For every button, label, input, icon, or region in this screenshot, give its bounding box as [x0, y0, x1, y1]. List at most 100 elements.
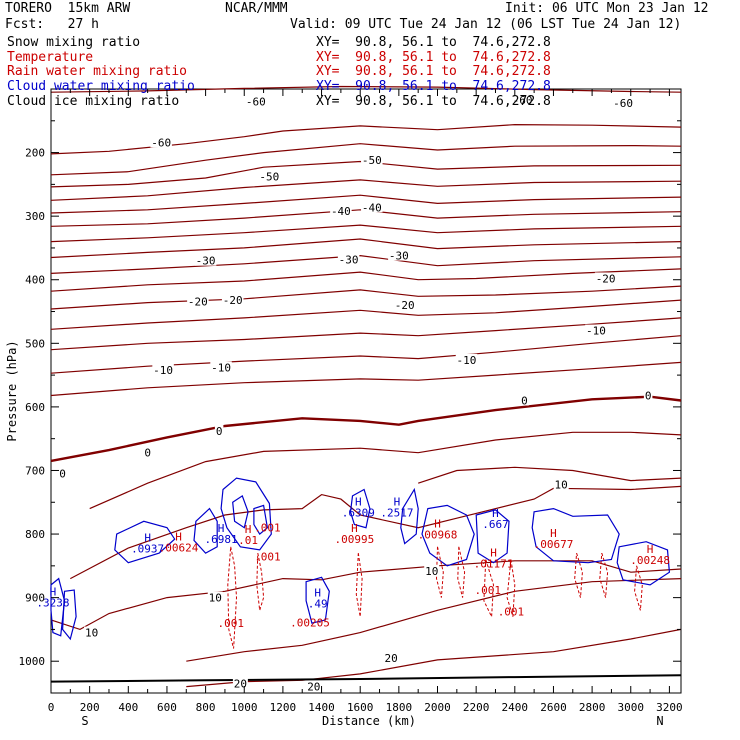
temperature-contour-15: [50, 361, 682, 397]
rain-max-value-4: .01171: [474, 557, 514, 570]
rain-contour-7: [574, 552, 583, 598]
right-end-label: N: [656, 714, 663, 728]
cloud-water-contour-9: [531, 507, 620, 564]
temperature-label-14: -20: [395, 299, 415, 312]
rain-label-3: .001: [474, 584, 501, 597]
rain-contour-4: [457, 546, 466, 598]
y-tick-label-5: 700: [25, 464, 45, 477]
temperature-label-bg-29: [232, 677, 248, 689]
rain-max-value-6: .00248: [630, 554, 670, 567]
x-tick-label-1: 200: [80, 701, 100, 714]
cloud-water-contour-8: [475, 509, 510, 564]
temperature-label-6: -40: [331, 205, 351, 218]
temperature-label-bg-5: [361, 154, 383, 166]
temperature-label-bg-7: [361, 201, 383, 213]
temperature-label-22: 0: [144, 447, 151, 460]
temperature-label-30: 20: [307, 681, 320, 694]
temperature-label-16: -10: [457, 354, 477, 367]
temperature-label-bg-25: [424, 564, 440, 576]
temperature-label-bg-18: [210, 361, 232, 373]
rain-contour-8: [599, 552, 609, 598]
temperature-label-18: -10: [211, 361, 231, 374]
x-tick-label-14: 2800: [579, 701, 606, 714]
rain-label-2: .001: [217, 617, 244, 630]
legend-label-4: Cloud ice mixing ratio: [7, 93, 180, 109]
rain-contour-2: [355, 553, 363, 617]
x-tick-label-15: 3000: [618, 701, 645, 714]
x-tick-label-6: 1200: [270, 701, 297, 714]
temperature-label-bg-3: [150, 136, 172, 148]
rain-max-marker-3: H: [434, 518, 441, 531]
temperature-contour-5: [50, 194, 682, 214]
temperature-contour-11: [50, 285, 682, 310]
cloud-max-value-4: .667: [482, 518, 509, 531]
temperature-label-13: -20: [223, 294, 243, 307]
y-tick-label-7: 900: [25, 592, 45, 605]
rain-max-marker-2: H: [351, 522, 358, 535]
rain-label-0: .001: [254, 522, 281, 535]
temperature-label-bg-14: [393, 299, 416, 311]
temperature-contour-18: [418, 466, 682, 484]
forecast-hour: Fcst: 27 h: [5, 17, 99, 32]
temperature-label-bg-27: [84, 626, 100, 638]
temperature-label-11: -20: [596, 272, 616, 285]
cloud-water-contour-13: [305, 576, 330, 624]
temperature-contour-17: [89, 431, 682, 510]
left-end-label: S: [81, 714, 88, 728]
temperature-label-bg-12: [187, 295, 209, 307]
x-tick-label-5: 1000: [231, 701, 258, 714]
temperature-label-1: -60: [513, 94, 533, 107]
temperature-label-21: 0: [216, 425, 223, 438]
temperature-contour-16: [50, 395, 682, 463]
y-tick-label-8: 1000: [19, 655, 46, 668]
y-tick-label-0: 200: [25, 147, 45, 160]
cloud-water-contour-2: [220, 477, 272, 551]
rain-max-value-3: .00968: [418, 529, 458, 542]
ground-line: [50, 674, 682, 683]
rain-contour-6: [506, 559, 516, 617]
x-tick-label-9: 1800: [386, 701, 413, 714]
temperature-contour-9: [50, 254, 682, 274]
temperature-contour-3: [50, 160, 682, 188]
rain-max-value-0: .00624: [159, 541, 199, 554]
temperature-label-15: -10: [586, 325, 606, 338]
cloud-water-contour-4: [253, 504, 269, 536]
temperature-label-7: -40: [362, 201, 382, 214]
temperature-label-29: 20: [234, 677, 247, 690]
rain-contour-5: [483, 559, 495, 619]
temperature-label-5: -50: [362, 154, 382, 167]
cloud-max-marker-5: H: [50, 586, 57, 599]
temperature-label-10: -30: [389, 250, 409, 263]
center-title: NCAR/MMM: [225, 1, 288, 16]
y-tick-label-4: 600: [25, 401, 45, 414]
temperature-label-9: -30: [339, 253, 359, 266]
cloud-max-marker-2: H: [355, 495, 362, 508]
rain-label-1: .001: [254, 550, 281, 563]
rain-max-value-2: .00995: [335, 533, 375, 546]
rain-max-value-1: .01: [238, 534, 258, 547]
y-tick-label-1: 300: [25, 210, 45, 223]
temperature-contour-6: [50, 209, 682, 227]
cloud-water-contour-12: [61, 589, 77, 641]
temperature-label-bg-9: [337, 253, 360, 265]
cloud-water-contour-0: [114, 520, 176, 564]
x-tick-label-3: 600: [157, 701, 177, 714]
rain-contour-0: [227, 546, 238, 649]
temperature-label-24: 10: [555, 478, 568, 491]
legend-label-0: Snow mixing ratio: [7, 35, 141, 50]
x-tick-label-12: 2400: [502, 701, 529, 714]
legend-label-1: Temperature: [7, 49, 94, 65]
temperature-contour-12: [50, 299, 682, 330]
x-tick-label-11: 2200: [463, 701, 490, 714]
valid-time: Valid: 09 UTC Tue 24 Jan 12 (06 LST Tue …: [290, 17, 682, 32]
temperature-label-bg-16: [455, 353, 478, 365]
x-tick-label-16: 3200: [656, 701, 683, 714]
cloud-water-contour-11: [50, 577, 66, 637]
rain-max-marker-5: H: [550, 527, 557, 540]
y-axis-title: Pressure (hPa): [5, 340, 19, 441]
temperature-contour-22: [186, 628, 682, 688]
temperature-label-bg-30: [306, 680, 322, 692]
legend-xy-4: XY= 90.8, 56.1 to 74.6,272.8: [316, 93, 551, 109]
temperature-label-bg-28: [383, 652, 399, 664]
cloud-max-marker-6: H: [314, 586, 321, 599]
